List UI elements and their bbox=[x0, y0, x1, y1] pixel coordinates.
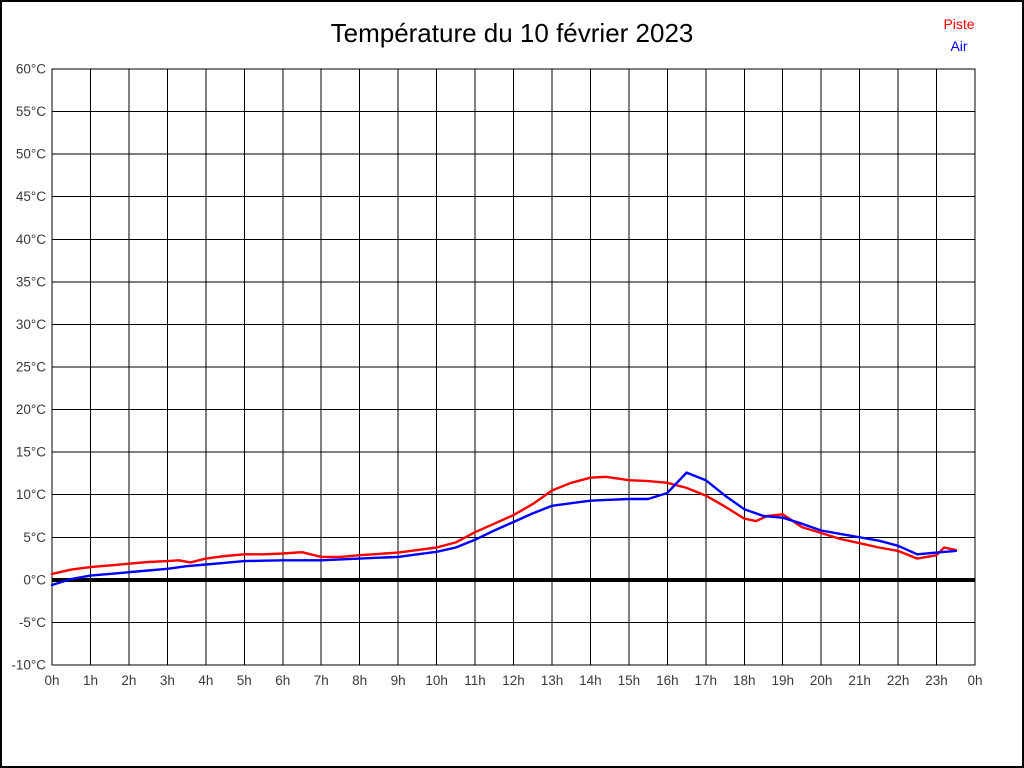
svg-text:1h: 1h bbox=[83, 673, 98, 688]
chart-title: Température du 10 février 2023 bbox=[330, 18, 694, 48]
svg-text:45°C: 45°C bbox=[16, 189, 46, 204]
svg-text:55°C: 55°C bbox=[16, 104, 46, 119]
svg-text:15h: 15h bbox=[618, 673, 641, 688]
svg-text:11h: 11h bbox=[464, 673, 486, 688]
svg-text:0°C: 0°C bbox=[23, 572, 46, 587]
svg-text:19h: 19h bbox=[771, 673, 794, 688]
gridlines bbox=[51, 68, 976, 666]
svg-text:35°C: 35°C bbox=[16, 274, 46, 289]
series-line-piste bbox=[50, 475, 957, 576]
svg-text:10h: 10h bbox=[425, 673, 448, 688]
svg-text:60°C: 60°C bbox=[16, 62, 46, 77]
svg-text:22h: 22h bbox=[887, 673, 910, 688]
svg-text:18h: 18h bbox=[733, 673, 756, 688]
legend-piste-label: Piste bbox=[943, 16, 975, 32]
svg-text:5°C: 5°C bbox=[23, 530, 46, 545]
svg-text:25°C: 25°C bbox=[16, 360, 46, 375]
svg-text:20h: 20h bbox=[810, 673, 833, 688]
y-axis-labels: 60°C 55°C 50°C 45°C 40°C 35°C 30°C 25°C 20°C 15°C… bbox=[11, 62, 46, 673]
svg-text:10°C: 10°C bbox=[16, 487, 46, 502]
svg-text:9h: 9h bbox=[391, 673, 406, 688]
svg-text:20°C: 20°C bbox=[16, 402, 46, 417]
svg-text:8h: 8h bbox=[352, 673, 367, 688]
svg-text:-10°C: -10°C bbox=[11, 658, 46, 673]
svg-text:12h: 12h bbox=[502, 673, 525, 688]
svg-text:5h: 5h bbox=[237, 673, 252, 688]
svg-text:14h: 14h bbox=[579, 673, 602, 688]
svg-text:0h: 0h bbox=[44, 673, 59, 688]
svg-text:6h: 6h bbox=[275, 673, 290, 688]
svg-text:23h: 23h bbox=[925, 673, 948, 688]
svg-text:40°C: 40°C bbox=[16, 232, 46, 247]
svg-text:30°C: 30°C bbox=[16, 317, 46, 332]
series-line-air bbox=[50, 471, 957, 587]
svg-text:17h: 17h bbox=[695, 673, 718, 688]
svg-text:4h: 4h bbox=[198, 673, 213, 688]
svg-text:2h: 2h bbox=[121, 673, 136, 688]
svg-text:15°C: 15°C bbox=[16, 445, 46, 460]
x-axis-labels: 0h 1h 2h 3h 4h 5h 6h 7h 8h 9h 10h 11h 12h 13h 14h 15h 16… bbox=[44, 673, 982, 688]
plot-border bbox=[51, 68, 976, 666]
svg-text:7h: 7h bbox=[314, 673, 329, 688]
svg-text:50°C: 50°C bbox=[16, 147, 46, 162]
svg-text:16h: 16h bbox=[656, 673, 679, 688]
svg-text:21h: 21h bbox=[848, 673, 871, 688]
svg-text:0h: 0h bbox=[967, 673, 982, 688]
svg-text:13h: 13h bbox=[541, 673, 564, 688]
series-lines bbox=[50, 471, 957, 587]
svg-text:-5°C: -5°C bbox=[19, 615, 46, 630]
svg-text:3h: 3h bbox=[160, 673, 175, 688]
legend: Piste Air bbox=[926, 13, 992, 57]
legend-air-label: Air bbox=[950, 38, 968, 54]
